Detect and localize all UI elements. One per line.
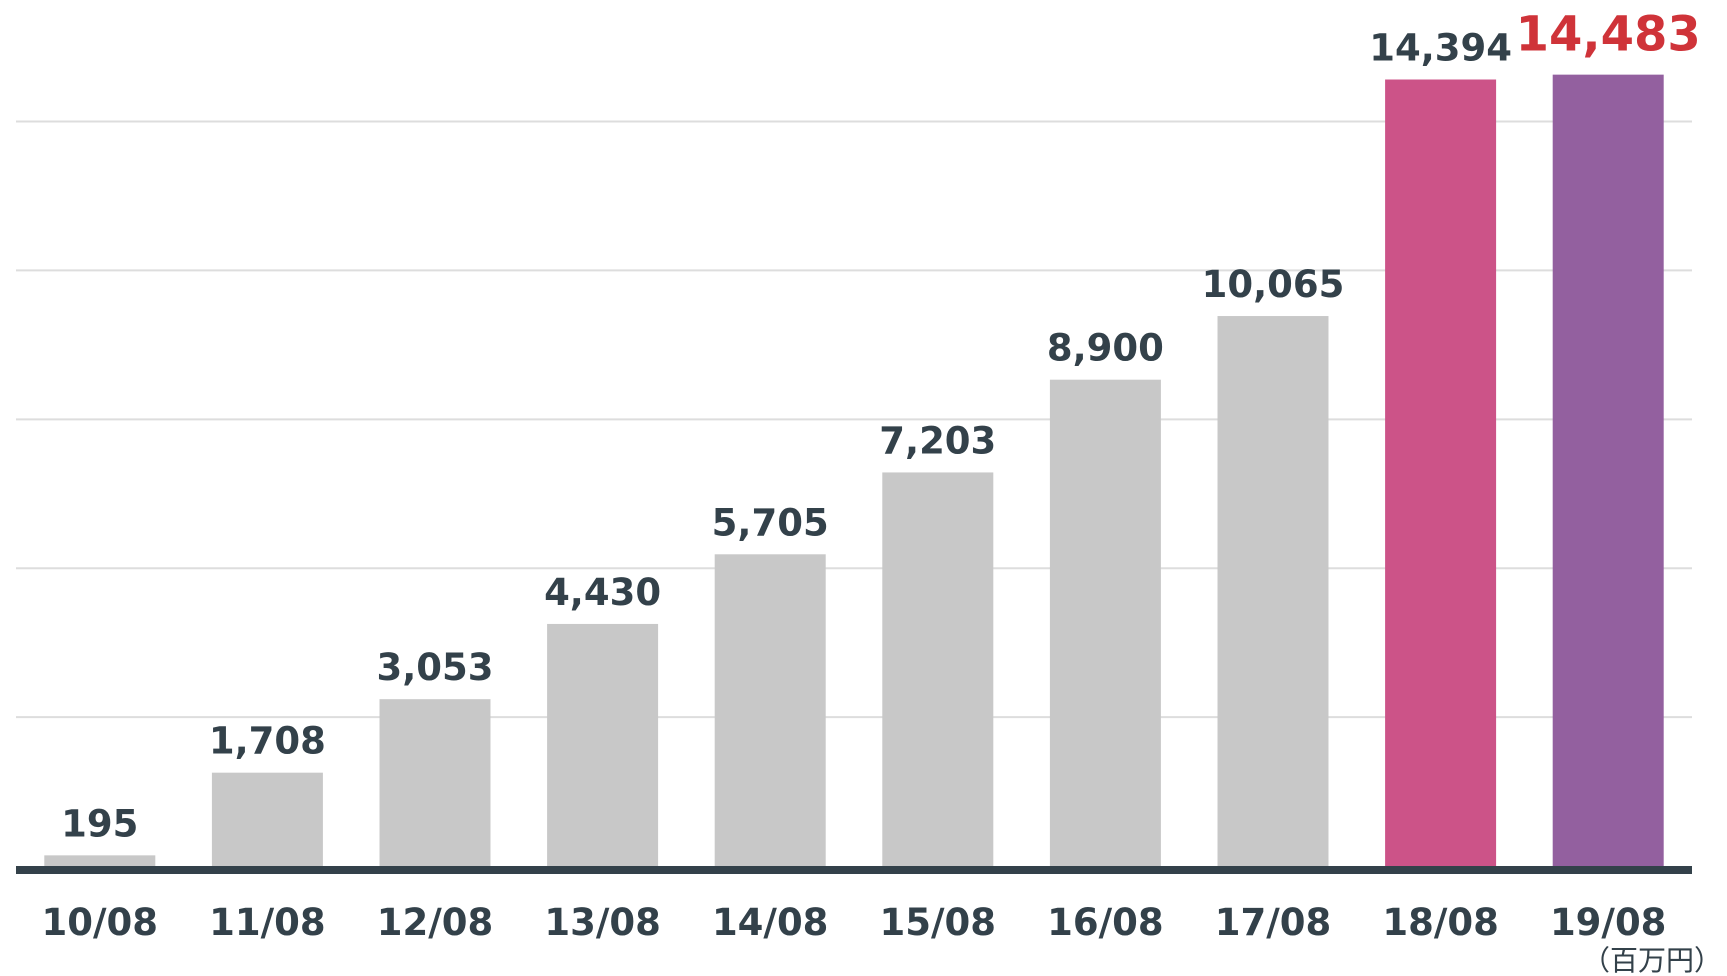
value-label-16-08: 8,900 xyxy=(1047,327,1164,370)
bar-18-08 xyxy=(1385,79,1497,866)
value-label-10-08: 195 xyxy=(61,802,138,845)
bar-14-08 xyxy=(714,554,826,866)
value-label-19-08: 14,483 xyxy=(1516,7,1701,63)
bar-10-08 xyxy=(44,855,156,866)
x-tick-17-08: 17/08 xyxy=(1215,901,1332,944)
bar-11-08 xyxy=(211,772,323,866)
value-label-18-08: 14,394 xyxy=(1369,27,1512,70)
value-labels: 195 1,708 3,053 4,430 5,705 7,203 8,900 10,065 1… xyxy=(61,7,1701,846)
x-tick-13-08: 13/08 xyxy=(544,901,661,944)
value-label-17-08: 10,065 xyxy=(1202,263,1345,306)
value-label-14-08: 5,705 xyxy=(712,501,829,544)
x-tick-labels: 10/08 11/08 12/08 13/08 14/08 15/08 16/08 17/08… xyxy=(42,901,1667,944)
bar-16-08 xyxy=(1049,379,1161,866)
x-tick-10-08: 10/08 xyxy=(42,901,159,944)
bar-13-08 xyxy=(547,623,659,866)
value-label-13-08: 4,430 xyxy=(544,571,661,614)
x-tick-15-08: 15/08 xyxy=(880,901,997,944)
value-label-12-08: 3,053 xyxy=(376,646,493,689)
value-label-15-08: 7,203 xyxy=(879,419,996,462)
value-label-11-08: 1,708 xyxy=(209,720,326,763)
bars xyxy=(44,74,1664,867)
x-tick-18-08: 18/08 xyxy=(1382,901,1499,944)
x-tick-12-08: 12/08 xyxy=(377,901,494,944)
bar-19-08 xyxy=(1552,74,1664,867)
x-tick-14-08: 14/08 xyxy=(712,901,829,944)
unit-label: （百万円） xyxy=(1582,944,1722,976)
bar-12-08 xyxy=(379,699,491,866)
bar-15-08 xyxy=(882,472,994,866)
x-tick-19-08: 19/08 xyxy=(1550,901,1667,944)
bar-17-08 xyxy=(1217,316,1329,866)
x-tick-16-08: 16/08 xyxy=(1047,901,1164,944)
x-tick-11-08: 11/08 xyxy=(209,901,326,944)
